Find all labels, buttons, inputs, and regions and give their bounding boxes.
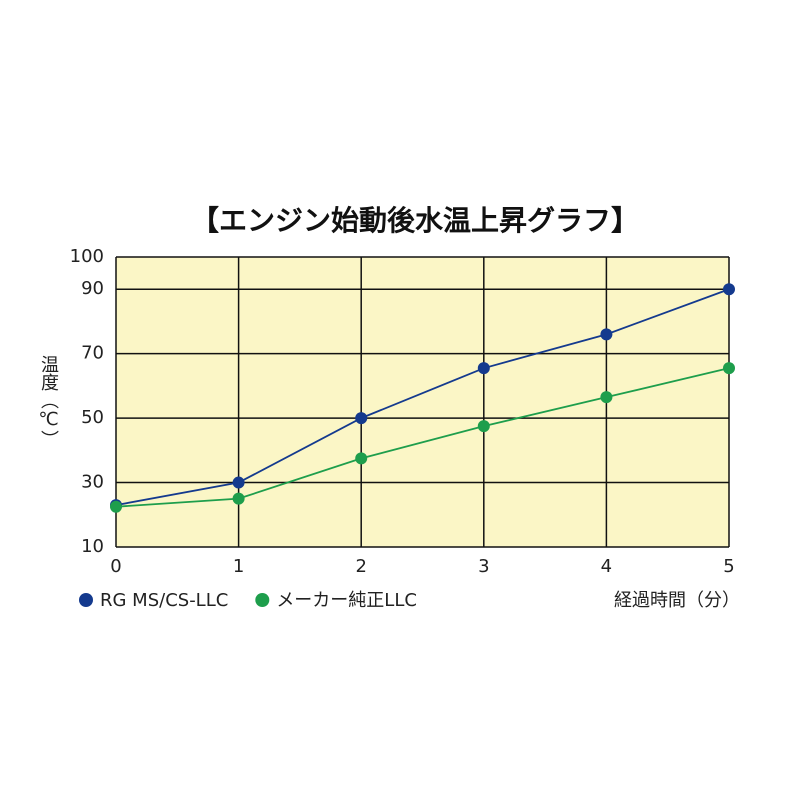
x-tick-label: 5 — [723, 556, 734, 577]
y-axis-label: 温度（℃） — [38, 355, 59, 448]
data-point — [600, 328, 613, 341]
y-tick-label: 50 — [81, 407, 104, 428]
data-point — [477, 420, 490, 433]
y-tick-label: 70 — [81, 343, 104, 364]
data-point — [232, 492, 245, 505]
y-tick-label: 100 — [70, 246, 104, 267]
data-point — [477, 362, 490, 375]
chart-title: 【エンジン始動後水温上昇グラフ】 — [191, 204, 639, 237]
data-point — [723, 283, 735, 296]
x-tick-label: 0 — [110, 556, 121, 577]
x-tick-label: 1 — [233, 556, 244, 577]
y-tick-label: 10 — [81, 536, 104, 557]
legend-marker — [79, 593, 93, 607]
series-line — [115, 367, 730, 508]
data-point — [232, 476, 245, 489]
data-point — [600, 391, 613, 404]
data-point — [355, 452, 368, 465]
data-point — [723, 362, 735, 375]
y-tick-label: 30 — [81, 472, 104, 493]
x-tick-label: 4 — [601, 556, 612, 577]
legend-label: RG MS/CS-LLC — [100, 590, 228, 611]
x-tick-label: 2 — [355, 556, 366, 577]
x-tick-label: 3 — [478, 556, 489, 577]
data-point — [355, 412, 368, 425]
legend-label: メーカー純正LLC — [276, 590, 417, 611]
x-axis-label: 経過時間（分） — [614, 590, 740, 611]
y-tick-label: 90 — [81, 278, 104, 299]
plot-area — [116, 257, 729, 547]
series-line — [115, 288, 730, 506]
data-point — [110, 500, 122, 513]
legend-marker — [255, 593, 270, 607]
